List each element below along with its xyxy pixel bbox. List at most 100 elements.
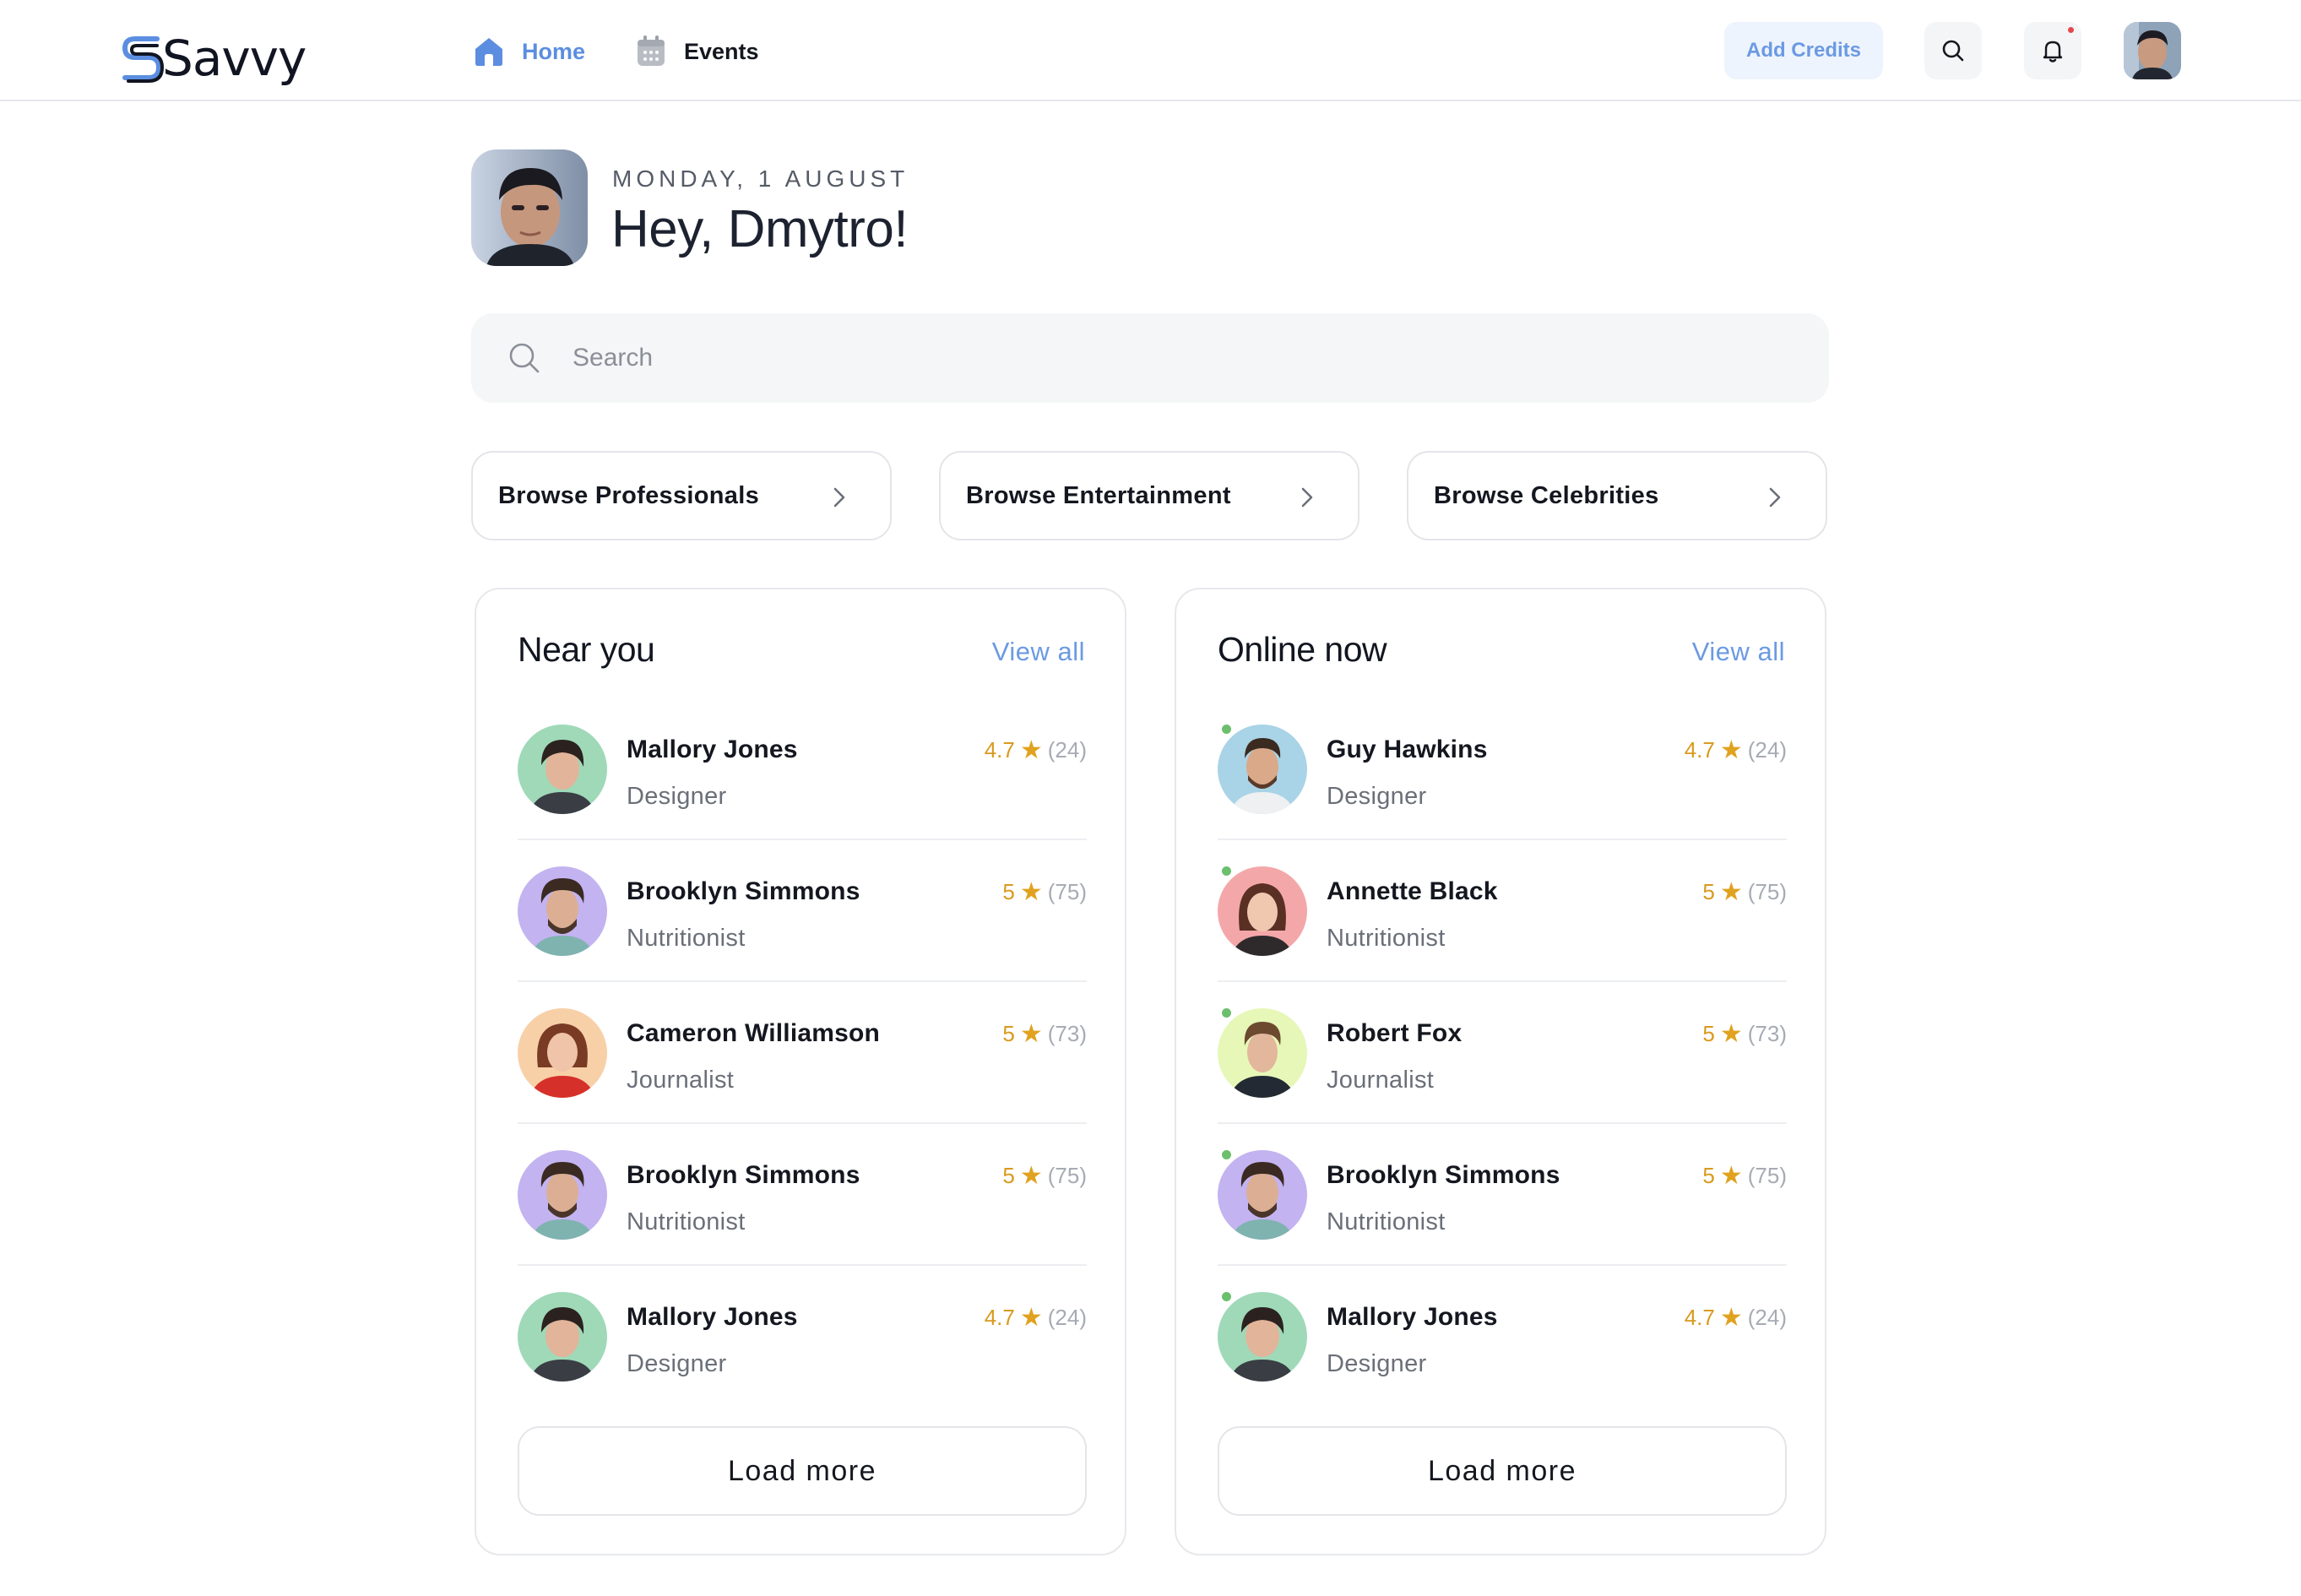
person-name: Brooklyn Simmons: [627, 877, 860, 905]
row-divider: [518, 980, 1087, 982]
browse-entertainment-label: Browse Entertainment: [966, 481, 1231, 509]
rating-count: (75): [1047, 879, 1087, 904]
savvy-logo[interactable]: Savvy: [120, 25, 307, 84]
person-avatar: [1218, 866, 1307, 956]
person-name: Robert Fox: [1327, 1019, 1463, 1047]
rating-count: (75): [1747, 1163, 1787, 1188]
online-status-dot: [1220, 1290, 1233, 1303]
person-rating: 4.7 ★ (24): [1685, 737, 1787, 763]
person-rating: 5 ★ (75): [1002, 879, 1087, 905]
greeting-title: Hey, Dmytro!: [611, 200, 909, 258]
online-now-view-all-link[interactable]: View all: [1691, 637, 1785, 666]
browse-professionals-button[interactable]: Browse Professionals: [471, 451, 892, 540]
person-avatar: [518, 1292, 607, 1382]
online-now-load-more-button[interactable]: Load more: [1218, 1426, 1787, 1516]
rating-score: 5: [1002, 879, 1015, 904]
person-name: Cameron Williamson: [627, 1019, 881, 1047]
person-role: Nutritionist: [627, 1208, 746, 1235]
person-name: Mallory Jones: [627, 736, 798, 763]
row-divider: [1218, 1264, 1787, 1266]
star-icon: ★: [1019, 1161, 1043, 1190]
online-now-title: Online now: [1218, 630, 1387, 669]
row-divider: [518, 1264, 1087, 1266]
person-row[interactable]: Guy Hawkins Designer 4.7 ★ (24): [1218, 698, 1787, 840]
person-row[interactable]: Mallory Jones Designer 4.7 ★ (24): [518, 1266, 1087, 1408]
person-rating: 5 ★ (75): [1002, 1163, 1087, 1189]
star-icon: ★: [1719, 736, 1743, 764]
person-row[interactable]: Brooklyn Simmons Nutritionist 5 ★ (75): [1218, 1124, 1787, 1266]
person-row[interactable]: Cameron Williamson Journalist 5 ★ (73): [518, 982, 1087, 1124]
star-icon: ★: [1719, 1303, 1743, 1332]
person-name: Brooklyn Simmons: [1327, 1161, 1560, 1189]
online-status-dot: [1220, 1007, 1233, 1019]
row-divider: [1218, 980, 1787, 982]
rating-count: (24): [1747, 1305, 1787, 1330]
star-icon: ★: [1019, 877, 1043, 906]
rating-count: (75): [1747, 879, 1787, 904]
add-credits-button[interactable]: Add Credits: [1724, 22, 1883, 79]
person-role: Designer: [1327, 1350, 1427, 1377]
row-divider: [1218, 839, 1787, 840]
person-role: Journalist: [627, 1067, 735, 1094]
person-avatar: [518, 1150, 607, 1240]
star-icon: ★: [1019, 1019, 1043, 1048]
search-input[interactable]: [573, 313, 1788, 403]
rating-count: (24): [1047, 1305, 1087, 1330]
rating-score: 5: [1702, 879, 1715, 904]
person-role: Journalist: [1327, 1067, 1435, 1094]
person-avatar: [1218, 1292, 1307, 1382]
rating-count: (75): [1047, 1163, 1087, 1188]
person-row[interactable]: Robert Fox Journalist 5 ★ (73): [1218, 982, 1787, 1124]
star-icon: ★: [1719, 877, 1743, 906]
search-icon: [509, 343, 540, 373]
nav-events[interactable]: Events: [635, 30, 759, 73]
header-search-button[interactable]: [1924, 22, 1982, 79]
person-role: Designer: [627, 1350, 727, 1377]
star-icon: ★: [1019, 736, 1043, 764]
star-icon: ★: [1719, 1019, 1743, 1048]
near-you-load-more-button[interactable]: Load more: [518, 1426, 1087, 1516]
browse-professionals-label: Browse Professionals: [498, 481, 759, 509]
person-avatar: [518, 866, 607, 956]
browse-celebrities-button[interactable]: Browse Celebrities: [1407, 451, 1827, 540]
person-avatar: [518, 725, 607, 814]
person-row[interactable]: Brooklyn Simmons Nutritionist 5 ★ (75): [518, 1124, 1087, 1266]
browse-entertainment-button[interactable]: Browse Entertainment: [939, 451, 1359, 540]
nav-events-label: Events: [684, 38, 759, 64]
person-row[interactable]: Mallory Jones Designer 4.7 ★ (24): [518, 698, 1087, 840]
person-name: Brooklyn Simmons: [627, 1161, 860, 1189]
row-divider: [518, 839, 1087, 840]
person-row[interactable]: Mallory Jones Designer 4.7 ★ (24): [1218, 1266, 1787, 1408]
rating-score: 5: [1702, 1163, 1715, 1188]
person-row[interactable]: Annette Black Nutritionist 5 ★ (75): [1218, 840, 1787, 982]
rating-score: 5: [1002, 1021, 1015, 1046]
row-divider: [1218, 1122, 1787, 1124]
star-icon: ★: [1719, 1161, 1743, 1190]
person-avatar: [1218, 1150, 1307, 1240]
profile-avatar[interactable]: [2124, 22, 2181, 79]
person-role: Designer: [627, 783, 727, 810]
person-role: Designer: [1327, 783, 1427, 810]
person-rating: 5 ★ (75): [1702, 879, 1787, 905]
home-icon: [475, 38, 502, 66]
near-you-title: Near you: [518, 630, 655, 669]
search-bar: [471, 313, 1829, 403]
bell-icon: [2043, 41, 2063, 62]
nav-home[interactable]: Home: [473, 30, 585, 73]
notifications-button[interactable]: [2024, 22, 2081, 79]
online-now-card: Online now View all Guy Hawkins Designer…: [1175, 588, 1826, 1555]
chevron-right-icon: [1769, 487, 1781, 508]
person-avatar: [518, 1008, 607, 1098]
near-you-card: Near you View all Mallory Jones Designer…: [475, 588, 1126, 1555]
near-you-view-all-link[interactable]: View all: [991, 637, 1085, 666]
rating-score: 4.7: [984, 737, 1015, 763]
person-row[interactable]: Brooklyn Simmons Nutritionist 5 ★ (75): [518, 840, 1087, 982]
rating-score: 5: [1002, 1163, 1015, 1188]
rating-score: 5: [1702, 1021, 1715, 1046]
online-status-dot: [1220, 865, 1233, 877]
nav-home-label: Home: [522, 38, 586, 64]
person-role: Nutritionist: [1327, 1208, 1446, 1235]
person-name: Mallory Jones: [1327, 1303, 1498, 1331]
row-divider: [518, 1122, 1087, 1124]
star-icon: ★: [1019, 1303, 1043, 1332]
